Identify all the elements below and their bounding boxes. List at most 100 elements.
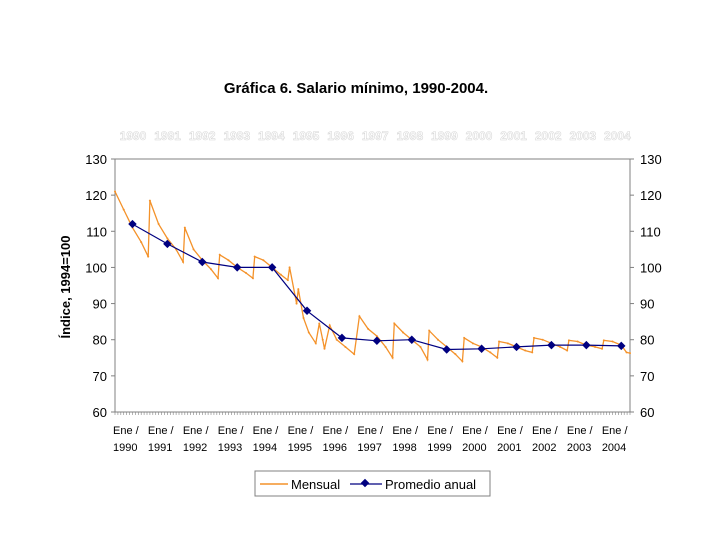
year-header-label: 1997 (362, 129, 389, 143)
x-tick-label: Ene / (567, 425, 594, 437)
series-mensual-point (344, 345, 347, 348)
series-mensual-point (461, 360, 464, 363)
x-tick-label: Ene / (288, 425, 315, 437)
x-tick-label-year: 2000 (462, 442, 486, 454)
x-tick-label: Ene / (253, 425, 280, 437)
year-header-label: 2001 (500, 129, 527, 143)
series-mensual-point (122, 208, 125, 211)
series-mensual-point (625, 351, 628, 354)
series-mensual-point (302, 317, 305, 320)
series-promedio-point (617, 341, 626, 351)
series-mensual-point (286, 279, 289, 282)
chart-title: Gráfica 6. Salario mínimo, 1990-2004. (223, 80, 489, 97)
series-mensual-point (328, 324, 331, 327)
plot-area (114, 158, 631, 413)
series-promedio-point (547, 340, 556, 350)
year-header-label: 1991 (154, 129, 181, 143)
x-tick-label: Ene / (357, 425, 384, 437)
x-tick-label-year: 1995 (288, 442, 312, 454)
x-tick-label-year: 1992 (183, 442, 207, 454)
x-tick-label: Ene / (183, 425, 210, 437)
series-mensual-point (426, 358, 429, 361)
series-mensual-point (471, 342, 474, 345)
y-tick-label-right: 100 (640, 260, 662, 275)
y-tick-label: 90 (93, 297, 107, 312)
series-mensual-point (375, 335, 378, 338)
year-header-label: 2003 (569, 129, 596, 143)
series-promedio-point (198, 257, 207, 267)
x-tick-label-year: 1990 (113, 442, 137, 454)
y-tick-label-right: 110 (640, 224, 661, 239)
year-header-label: 1993 (223, 129, 250, 143)
series-mensual-point (489, 351, 492, 354)
year-header-label: 1996 (327, 129, 354, 143)
series-mensual-point (288, 266, 291, 269)
x-tick-label-year: 2001 (497, 442, 521, 454)
series-mensual-point (157, 223, 160, 226)
series-mensual-point (496, 356, 499, 359)
series-mensual-point (314, 342, 317, 345)
x-tick-label: Ene / (113, 425, 140, 437)
x-tick-label-year: 2002 (532, 442, 556, 454)
series-mensual-point (532, 336, 535, 339)
legend: Mensual Promedio anual (254, 470, 491, 497)
series-promedio-point (442, 345, 451, 354)
series-mensual-point (353, 353, 356, 356)
series-promedio-point (582, 340, 591, 350)
x-tick-label-year: 1993 (218, 442, 242, 454)
legend-promedio-marker (360, 478, 370, 488)
series-mensual-point (217, 277, 219, 280)
series-mensual-point (531, 351, 534, 354)
series-promedio-point (512, 342, 521, 352)
series-mensual-point (567, 339, 570, 342)
x-tick-label: Ene / (497, 425, 524, 437)
series-promedio-point (407, 335, 417, 344)
x-tick-label: Ene / (322, 425, 349, 437)
y-tick-label: 110 (86, 224, 107, 239)
series-mensual-point (393, 322, 396, 325)
series-mensual-point (402, 331, 405, 334)
x-tick-label-year: 1997 (357, 442, 381, 454)
series-mensual-point (367, 327, 370, 330)
y-tick-label: 120 (85, 188, 107, 203)
y-tick-label: 100 (85, 260, 107, 275)
year-header-row: 1990 1991 1992 1993 1994 1995 1996 1997 1998 1999… (119, 129, 631, 144)
y-tick-label-right: 120 (640, 188, 662, 203)
series-mensual-point (602, 339, 605, 342)
y-tick-label: 60 (93, 405, 107, 420)
series-mensual-point (463, 336, 466, 339)
x-tick-label-year: 2003 (567, 442, 591, 454)
series-mensual-point (183, 226, 186, 229)
series-promedio-point (232, 263, 242, 272)
series-mensual-point (454, 353, 457, 356)
series-mensual-point (114, 190, 116, 193)
series-mensual-point (140, 241, 143, 244)
x-tick-label-year: 2004 (602, 442, 626, 454)
x-tick-label: Ene / (427, 425, 454, 437)
series-mensual-point (541, 338, 544, 341)
series-mensual-point (358, 315, 361, 318)
x-tick-label: Ene / (602, 425, 629, 437)
series-mensual-point (244, 271, 247, 274)
series-promedio-point (267, 263, 277, 272)
series-mensual-point (148, 199, 151, 202)
year-header-label: 1990 (120, 129, 147, 143)
year-header-label: 1992 (189, 129, 216, 143)
series-mensual-point (262, 259, 265, 262)
x-tick-label: Ene / (462, 425, 489, 437)
series-mensual-point (218, 253, 221, 256)
y-tick-label-right: 70 (640, 369, 654, 384)
series-mensual-point (506, 342, 509, 345)
x-tick-label-year: 1991 (148, 442, 172, 454)
legend-mensual-label: Mensual (291, 477, 340, 492)
series-promedio-point (128, 219, 137, 229)
series-mensual-point (295, 302, 298, 305)
series-mensual-point (436, 338, 439, 341)
series-promedio-point (302, 306, 312, 316)
series-mensual-point (559, 345, 562, 348)
series-mensual-point (251, 277, 254, 280)
series-mensual-point (391, 356, 394, 359)
y-axis-label: Índice, 1994=100 (58, 236, 73, 339)
series-promedio-line (132, 223, 622, 351)
